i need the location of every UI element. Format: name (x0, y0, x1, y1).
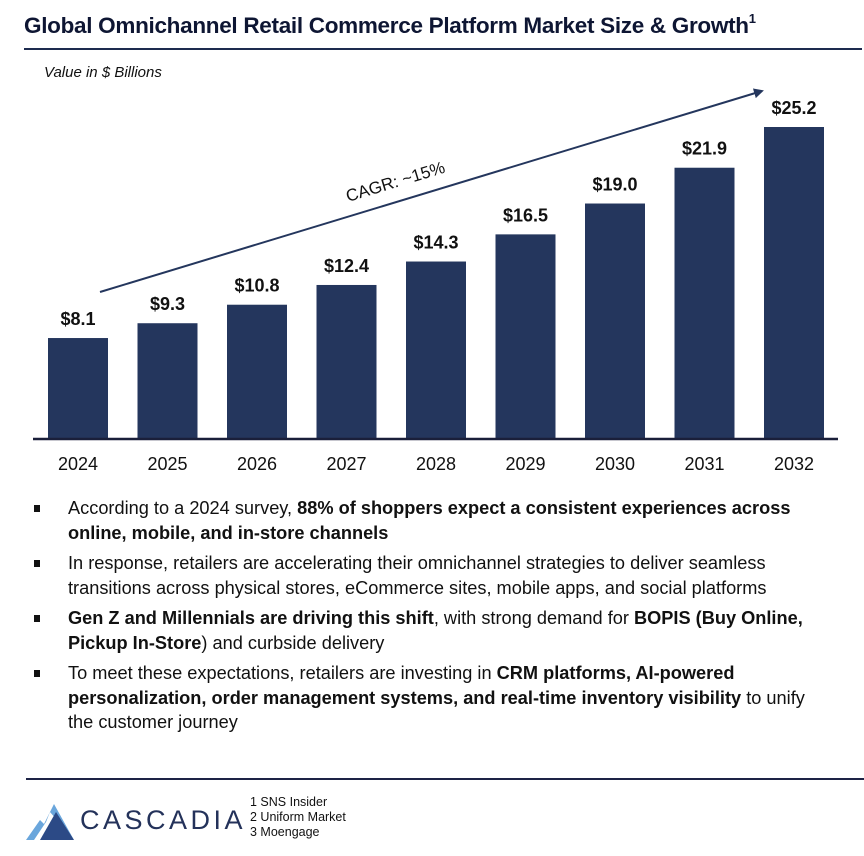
data-label: $14.3 (413, 233, 458, 253)
mountain-logo-icon (26, 804, 74, 840)
bullet-square-icon (34, 505, 40, 512)
cagr-annotation: CAGR: ~15% (344, 158, 448, 206)
bar-2027 (316, 284, 377, 438)
data-label: $8.1 (60, 309, 95, 329)
data-label: $12.4 (324, 256, 369, 276)
bullet-text-bold: Gen Z and Millennials are driving this s… (68, 608, 434, 628)
data-label: $25.2 (771, 98, 816, 118)
x-tick-label: 2030 (595, 454, 635, 474)
bullet-item: In response, retailers are accelerating … (32, 551, 832, 600)
x-tick-label: 2027 (326, 454, 366, 474)
bullet-text: to unify the customer journey (68, 687, 805, 733)
x-tick-label: 2032 (774, 454, 814, 474)
bullet-item: To meet these expectations, retailers ar… (32, 661, 832, 735)
bar-2024 (48, 338, 108, 438)
data-label: $16.5 (503, 205, 548, 225)
bullet-list: According to a 2024 survey, 88% of shopp… (32, 496, 832, 741)
data-label: $21.9 (682, 139, 727, 159)
bullet-text: , with strong demand for (433, 608, 634, 628)
footer-divider (26, 778, 864, 780)
source-item: 1 SNS Insider (250, 795, 328, 809)
unit-label: Value in $ Billions (44, 64, 162, 81)
bullet-text-bold: CRM platforms, AI-powered personalizatio… (68, 663, 742, 708)
data-label: $10.8 (234, 276, 279, 296)
data-label: $9.3 (150, 294, 185, 314)
bar-chart: $8.1 $9.3 $10.8 $12.4 $14.3 $16.5 $19.0 $21.9 $2… (33, 88, 838, 474)
bullet-text-bold: 88% of shoppers expect a consistent expe… (68, 498, 791, 543)
x-tick-label: 2025 (147, 454, 187, 474)
bullet-square-icon (34, 560, 40, 567)
title-footnote-marker: 1 (748, 11, 756, 26)
bullet-square-icon (34, 670, 40, 677)
bullet-item: According to a 2024 survey, 88% of shopp… (32, 496, 832, 545)
brand-name: CASCADIA (80, 805, 247, 835)
bar-2026 (227, 304, 287, 438)
bar-2028 (406, 261, 466, 438)
page-title-text: Global Omnichannel Retail Commerce Platf… (24, 13, 749, 38)
bullet-text: ) and curbside delivery (201, 632, 385, 653)
bar-2032 (764, 127, 824, 438)
bar-2029 (495, 234, 556, 438)
x-tick-label: 2031 (684, 454, 724, 474)
bullet-item: Gen Z and Millennials are driving this s… (32, 606, 832, 655)
x-tick-label: 2028 (416, 454, 456, 474)
cagr-arrow (99, 88, 764, 293)
bullet-square-icon (34, 615, 40, 622)
bar-2030 (585, 203, 645, 438)
page-title: Global Omnichannel Retail Commerce Platf… (24, 11, 756, 39)
sources-list: 1 SNS Insider 2 Uniform Market 3 Moengag… (250, 795, 346, 840)
bullet-text: In response, retailers are accelerating … (68, 553, 767, 598)
x-tick-label: 2024 (58, 454, 98, 474)
bullet-text-bold: BOPIS (Buy Online, Pickup In-Store (68, 608, 803, 653)
x-tick-label: 2026 (237, 454, 277, 474)
data-label: $19.0 (592, 175, 637, 195)
x-tick-label: 2029 (505, 454, 545, 474)
bullet-text: To meet these expectations, retailers ar… (68, 663, 497, 683)
bar-2031 (674, 167, 735, 438)
bar-2025 (137, 323, 198, 438)
bullet-text: According to a 2024 survey, (68, 498, 298, 518)
source-item: 3 Moengage (250, 825, 320, 839)
source-item: 2 Uniform Market (250, 810, 346, 824)
title-divider (24, 48, 862, 50)
